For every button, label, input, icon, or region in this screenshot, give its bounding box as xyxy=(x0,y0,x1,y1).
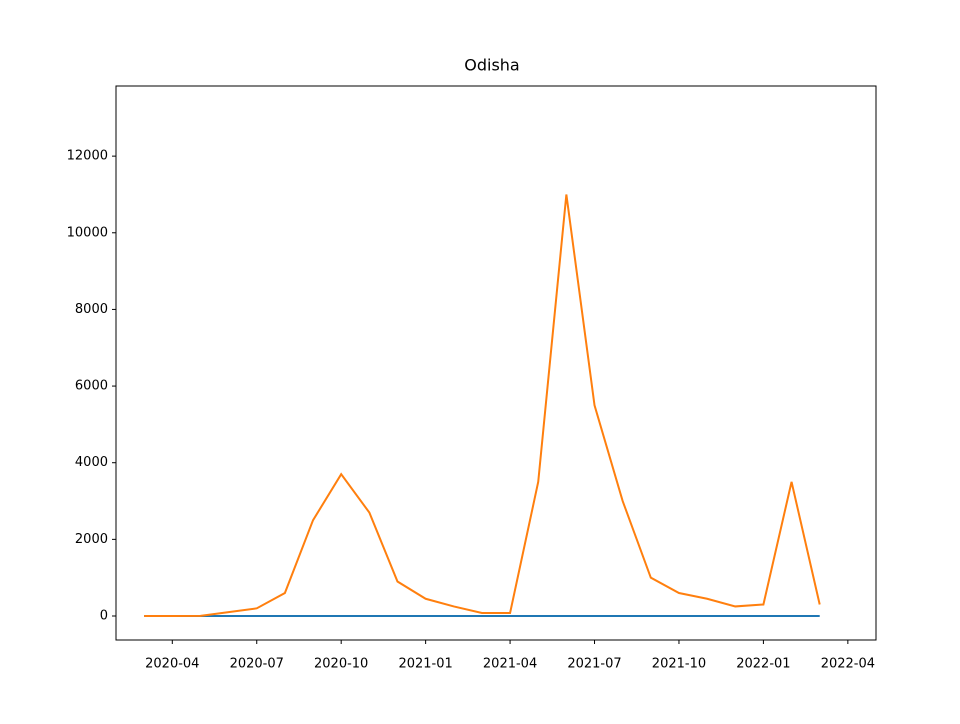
x-tick-label: 2020-07 xyxy=(230,657,284,672)
plot-frame xyxy=(115,85,877,641)
x-tick-label: 2021-07 xyxy=(567,657,621,672)
y-tick-label: 12000 xyxy=(67,149,108,164)
data-line xyxy=(144,194,821,618)
chart-title: Odisha xyxy=(464,56,519,75)
y-tick-label: 4000 xyxy=(75,455,108,470)
x-tick-label: 2021-01 xyxy=(398,657,452,672)
y-tick-label: 10000 xyxy=(67,225,108,240)
x-tick-label: 2022-04 xyxy=(821,657,875,672)
y-tick-label: 8000 xyxy=(75,302,108,317)
x-tick-label: 2021-10 xyxy=(652,657,706,672)
y-tick-label: 0 xyxy=(100,609,108,624)
y-tick-label: 6000 xyxy=(75,379,108,394)
x-tick-label: 2020-10 xyxy=(314,657,368,672)
x-tick-label: 2021-04 xyxy=(483,657,537,672)
x-tick-label: 2022-01 xyxy=(736,657,790,672)
x-tick-label: 2020-04 xyxy=(145,657,199,672)
y-tick-label: 2000 xyxy=(75,532,108,547)
